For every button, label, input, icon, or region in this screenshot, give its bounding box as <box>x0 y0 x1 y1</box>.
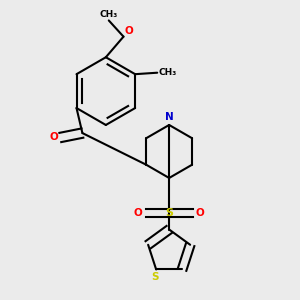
Text: O: O <box>125 26 134 36</box>
Text: O: O <box>196 208 204 218</box>
Text: CH₃: CH₃ <box>100 10 118 19</box>
Text: CH₃: CH₃ <box>159 68 177 77</box>
Text: N: N <box>165 112 173 122</box>
Text: S: S <box>151 272 158 282</box>
Text: O: O <box>49 133 58 142</box>
Text: S: S <box>165 208 173 218</box>
Text: O: O <box>134 208 142 218</box>
